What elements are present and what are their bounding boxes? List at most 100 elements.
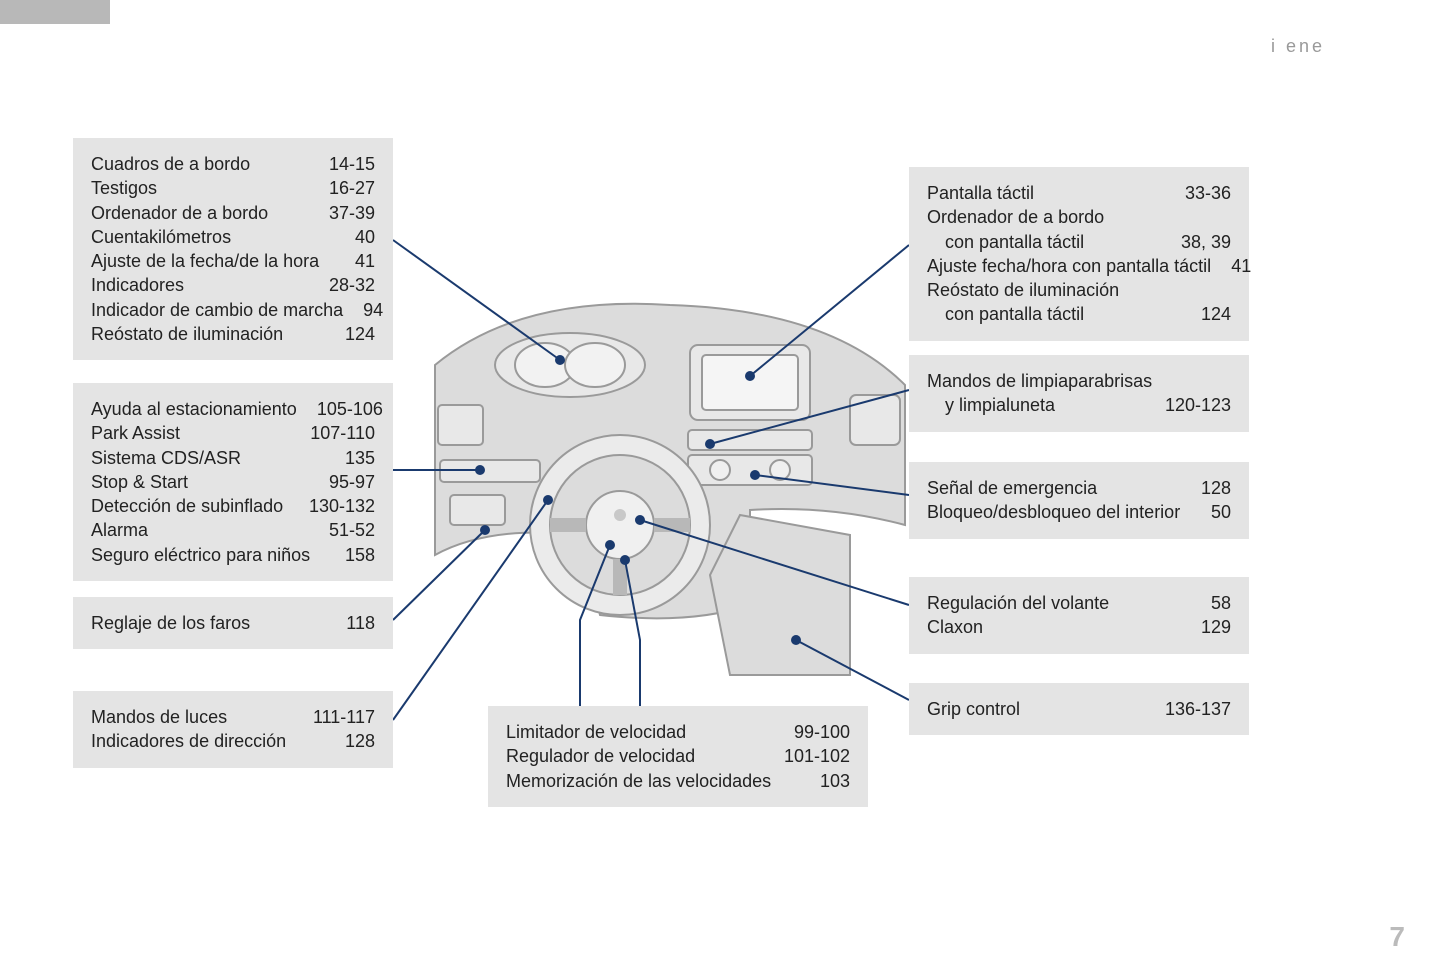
index-row: Reóstato de iluminación: [927, 278, 1231, 302]
index-pages: 105-106: [317, 397, 383, 421]
index-label: Stop & Start: [91, 470, 208, 494]
index-row: con pantalla táctil 38, 39: [927, 230, 1231, 254]
index-label: Ordenador de a bordo: [91, 201, 288, 225]
index-row: Pantalla táctil 33-36: [927, 181, 1231, 205]
index-row: Ordenador de a bordo: [927, 205, 1231, 229]
index-pages: 158: [345, 543, 375, 567]
index-label: Pantalla táctil: [927, 181, 1054, 205]
index-pages: 14-15: [329, 152, 375, 176]
index-label: Bloqueo/desbloqueo del interior: [927, 500, 1200, 524]
index-pages: 58: [1211, 591, 1231, 615]
index-row: con pantalla táctil 124: [927, 302, 1231, 326]
dashboard-illustration: [430, 275, 910, 685]
index-row: Ordenador de a bordo 37-39: [91, 201, 375, 225]
index-pages: 120-123: [1165, 393, 1231, 417]
index-pages: 101-102: [784, 744, 850, 768]
index-row: Cuentakilómetros 40: [91, 225, 375, 249]
index-pages: 33-36: [1185, 181, 1231, 205]
index-label: Indicadores de dirección: [91, 729, 306, 753]
index-pages: 118: [346, 611, 375, 635]
index-row: Indicadores 28-32: [91, 273, 375, 297]
index-row: Ayuda al estacionamiento105-106: [91, 397, 375, 421]
index-pages: 128: [1201, 476, 1231, 500]
index-row: Bloqueo/desbloqueo del interior50: [927, 500, 1231, 524]
index-label: Cuentakilómetros: [91, 225, 251, 249]
reference-box-b3: Reglaje de los faros 118: [73, 597, 393, 649]
index-label: Reóstato de iluminación: [927, 278, 1139, 302]
index-row: Ajuste de la fecha/de la hora 41: [91, 249, 375, 273]
index-row: Cuadros de a bordo 14-15: [91, 152, 375, 176]
index-row: Regulador de velocidad 101-102: [506, 744, 850, 768]
index-label: Testigos: [91, 176, 177, 200]
index-pages: 124: [345, 322, 375, 346]
index-pages: 124: [1201, 302, 1231, 326]
reference-box-b2: Ayuda al estacionamiento105-106Park Assi…: [73, 383, 393, 581]
index-label: y limpialuneta: [927, 393, 1075, 417]
index-label: Cuadros de a bordo: [91, 152, 270, 176]
reference-box-b9: Regulación del volante 58Claxon129: [909, 577, 1249, 654]
index-pages: 128: [345, 729, 375, 753]
index-row: Señal de emergencia 128: [927, 476, 1231, 500]
index-pages: 40: [355, 225, 375, 249]
index-row: Claxon129: [927, 615, 1231, 639]
reference-box-b1: Cuadros de a bordo14-15Testigos16-27Orde…: [73, 138, 393, 360]
index-pages: 16-27: [329, 176, 375, 200]
index-pages: 136-137: [1165, 697, 1231, 721]
index-row: Seguro eléctrico para niños 158: [91, 543, 375, 567]
index-label: Regulación del volante: [927, 591, 1129, 615]
index-pages: 103: [820, 769, 850, 793]
index-pages: 135: [345, 446, 375, 470]
index-row: Mandos de limpiaparabrisas: [927, 369, 1231, 393]
index-label: Señal de emergencia: [927, 476, 1117, 500]
index-label: Regulador de velocidad: [506, 744, 715, 768]
index-row: Stop & Start95-97: [91, 470, 375, 494]
reference-box-b7: Mandos de limpiaparabrisasy limpialuneta…: [909, 355, 1249, 432]
index-label: Grip control: [927, 697, 1040, 721]
reference-box-b5: Limitador de velocidad99-100Regulador de…: [488, 706, 868, 807]
index-row: Testigos 16-27: [91, 176, 375, 200]
index-row: Park Assist 107-110: [91, 421, 375, 445]
reference-box-b6: Pantalla táctil 33-36 Ordenador de a bordo…: [909, 167, 1249, 341]
index-row: Detección de subinflado130-132: [91, 494, 375, 518]
index-label: Alarma: [91, 518, 168, 542]
index-row: Grip control 136-137: [927, 697, 1231, 721]
index-pages: 94: [363, 298, 383, 322]
index-label: Seguro eléctrico para niños: [91, 543, 330, 567]
index-label: Ordenador de a bordo: [927, 205, 1124, 229]
index-label: Reglaje de los faros: [91, 611, 270, 635]
index-row: Alarma 51-52: [91, 518, 375, 542]
index-row: y limpialuneta 120-123: [927, 393, 1231, 417]
header-section-text: i ene: [1271, 36, 1325, 57]
index-pages: 37-39: [329, 201, 375, 225]
index-pages: 41: [1231, 254, 1251, 278]
index-label: Ajuste de la fecha/de la hora: [91, 249, 339, 273]
index-pages: 107-110: [310, 421, 375, 445]
index-pages: 41: [355, 249, 375, 273]
top-accent-bar: [0, 0, 110, 24]
reference-box-b4: Mandos de luces111-117Indicadores de dir…: [73, 691, 393, 768]
index-label: Ayuda al estacionamiento: [91, 397, 317, 421]
index-label: Reóstato de iluminación: [91, 322, 303, 346]
index-row: Indicador de cambio de marcha94: [91, 298, 375, 322]
index-pages: 38, 39: [1181, 230, 1231, 254]
index-label: Detección de subinflado: [91, 494, 303, 518]
index-label: con pantalla táctil: [927, 230, 1104, 254]
index-label: Mandos de luces: [91, 705, 247, 729]
index-label: Ajuste fecha/hora con pantalla táctil: [927, 254, 1231, 278]
index-row: Sistema CDS/ASR 135: [91, 446, 375, 470]
index-pages: 51-52: [329, 518, 375, 542]
index-row: Limitador de velocidad99-100: [506, 720, 850, 744]
index-label: Mandos de limpiaparabrisas: [927, 369, 1172, 393]
reference-box-b8: Señal de emergencia 128Bloqueo/desbloqueo…: [909, 462, 1249, 539]
index-label: Park Assist: [91, 421, 200, 445]
index-row: Mandos de luces111-117: [91, 705, 375, 729]
index-pages: 28-32: [329, 273, 375, 297]
reference-box-b10: Grip control 136-137: [909, 683, 1249, 735]
index-row: Ajuste fecha/hora con pantalla táctil41: [927, 254, 1231, 278]
index-label: Indicador de cambio de marcha: [91, 298, 363, 322]
index-label: con pantalla táctil: [927, 302, 1104, 326]
index-label: Sistema CDS/ASR: [91, 446, 261, 470]
index-row: Reóstato de iluminación 124: [91, 322, 375, 346]
index-label: Indicadores: [91, 273, 204, 297]
index-label: Limitador de velocidad: [506, 720, 706, 744]
